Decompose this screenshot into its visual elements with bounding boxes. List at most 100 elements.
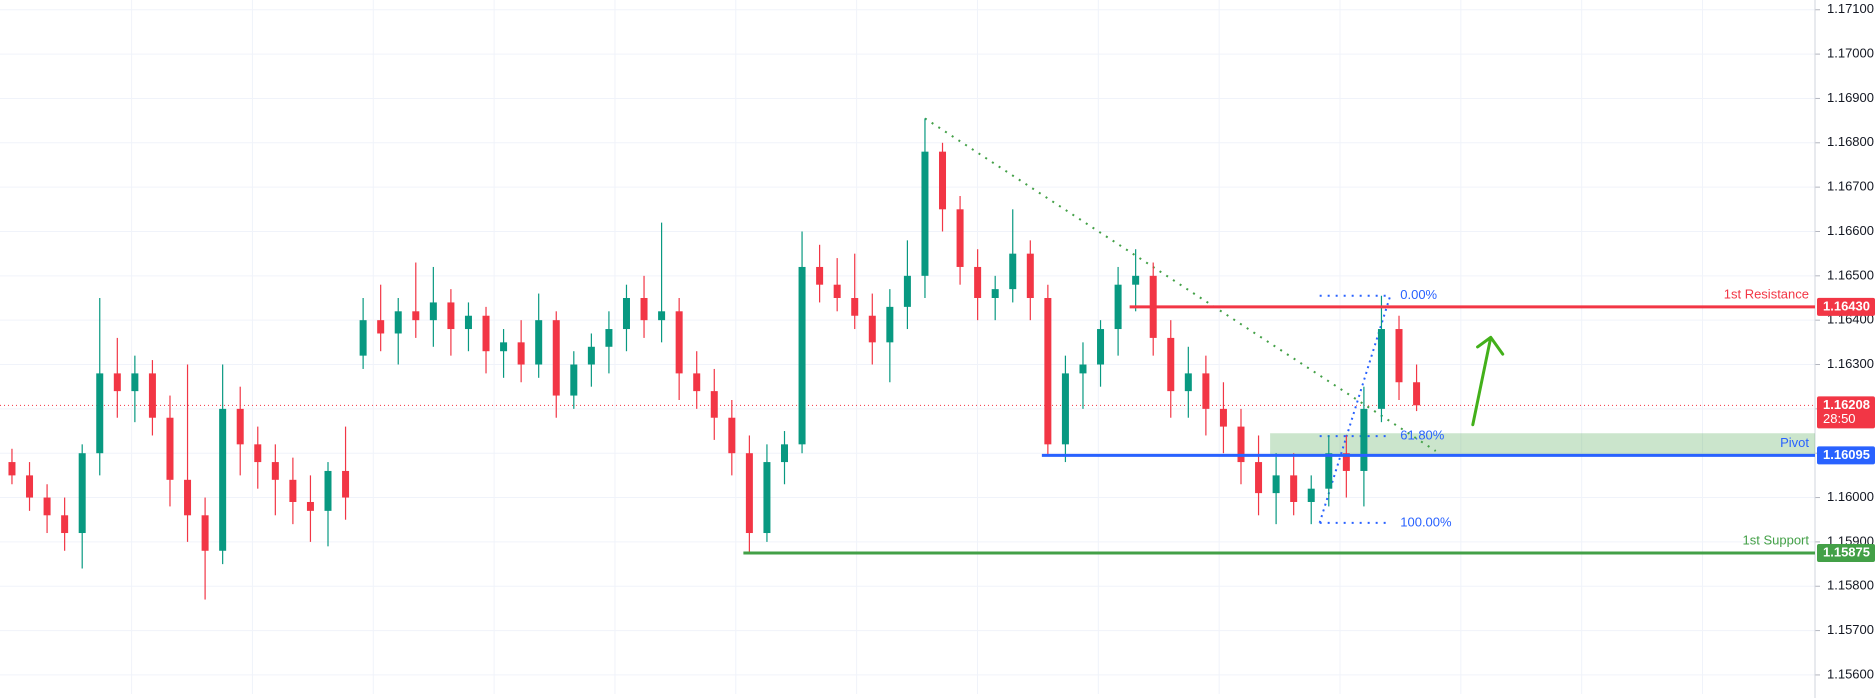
candle-body: [710, 391, 718, 418]
y-tick-label: 1.15700: [1827, 622, 1874, 637]
y-tick-label: 1.16500: [1827, 267, 1874, 282]
candle-body: [1132, 275, 1140, 285]
y-tick-label: 1.16600: [1827, 223, 1874, 238]
candle-body: [8, 462, 16, 476]
candle-body: [728, 417, 736, 454]
candle-body: [587, 346, 595, 365]
candle-body: [1377, 329, 1385, 409]
candle-body: [1360, 408, 1368, 471]
candle-body: [833, 284, 841, 298]
candle-body: [921, 151, 929, 276]
candle-body: [306, 501, 314, 511]
candle-body: [1255, 462, 1263, 494]
candle-body: [903, 275, 911, 307]
level-name: 1st Resistance: [1724, 286, 1809, 301]
level-tag-label: 1.15875: [1823, 544, 1870, 559]
level-name: 1st Support: [1743, 532, 1810, 547]
candle-body: [166, 417, 174, 480]
candle-body: [675, 311, 683, 374]
candle-body: [464, 315, 472, 330]
y-tick-label: 1.16900: [1827, 90, 1874, 105]
last-price-tag: [1817, 396, 1875, 429]
candle-body: [1061, 373, 1069, 445]
candle-body: [43, 497, 51, 516]
candle-body: [148, 373, 156, 418]
candle-body: [1325, 453, 1333, 489]
candle-body: [1395, 329, 1403, 383]
candle-body: [517, 342, 525, 365]
y-tick-label: 1.17100: [1827, 1, 1874, 16]
candle-body: [254, 444, 262, 463]
candle-body: [622, 297, 630, 330]
candle-body: [1009, 253, 1017, 290]
fib-label: 61.80%: [1400, 428, 1445, 443]
candle-body: [359, 320, 367, 356]
candle-body: [851, 297, 859, 316]
candle-body: [201, 515, 209, 551]
candle-body: [763, 462, 771, 534]
candle-body: [26, 475, 34, 498]
candle-body: [61, 515, 69, 534]
y-tick-label: 1.15600: [1827, 666, 1874, 681]
candle-body: [693, 373, 701, 392]
candle-body: [184, 479, 192, 516]
candle-body: [974, 266, 982, 298]
level-name: Pivot: [1780, 435, 1809, 450]
candle-body: [447, 302, 455, 330]
candle-body: [412, 311, 420, 321]
candle-body: [500, 342, 508, 352]
candle-body: [991, 289, 999, 298]
candle-body: [1290, 475, 1298, 502]
candle-body: [1097, 329, 1105, 365]
candle-body: [552, 320, 560, 396]
candle-body: [482, 315, 490, 352]
candle-body: [1044, 297, 1052, 445]
level-tag: [1817, 543, 1875, 562]
candle-body: [113, 373, 121, 392]
candle-body: [640, 297, 648, 321]
candle-body: [1413, 382, 1421, 406]
candle-body: [939, 151, 947, 210]
candle-body: [1202, 373, 1210, 409]
candle-body: [324, 470, 332, 511]
y-tick-label: 1.16700: [1827, 179, 1874, 194]
candle-body: [394, 311, 402, 334]
candle-body: [1219, 408, 1227, 427]
y-tick-label: 1.16000: [1827, 489, 1874, 504]
level-tag: [1817, 297, 1875, 316]
candle-body: [570, 364, 578, 396]
candle-body: [377, 320, 385, 334]
trendline: [924, 117, 1437, 452]
candle-body: [886, 306, 894, 343]
candle-body: [780, 444, 788, 463]
candle-body: [271, 462, 279, 480]
candle-body: [956, 209, 964, 267]
candle-body: [219, 408, 227, 551]
candle-body: [1307, 488, 1315, 502]
candle-body: [605, 329, 613, 347]
last-price-label: 1.16208: [1823, 397, 1870, 412]
candle-body: [1342, 453, 1350, 471]
candle-body: [745, 453, 753, 534]
candle-body: [1079, 364, 1087, 374]
candle-body: [429, 302, 437, 321]
up-arrow: [1471, 335, 1505, 427]
level-tag: [1817, 446, 1875, 465]
candle-body: [96, 373, 104, 454]
candle-body: [131, 373, 139, 392]
y-tick-label: 1.16800: [1827, 134, 1874, 149]
candle-body: [236, 408, 244, 445]
candle-body: [1237, 426, 1245, 463]
fib-label: 0.00%: [1400, 287, 1437, 302]
candle-body: [1114, 284, 1122, 330]
candle-body: [535, 320, 543, 365]
candle-body: [342, 470, 350, 498]
candle-body: [78, 453, 86, 534]
level-tag-label: 1.16430: [1823, 298, 1870, 313]
candle-body: [1167, 337, 1175, 392]
y-tick-label: 1.16300: [1827, 356, 1874, 371]
pivot-zone: [1270, 433, 1815, 456]
candle-body: [1184, 373, 1192, 392]
